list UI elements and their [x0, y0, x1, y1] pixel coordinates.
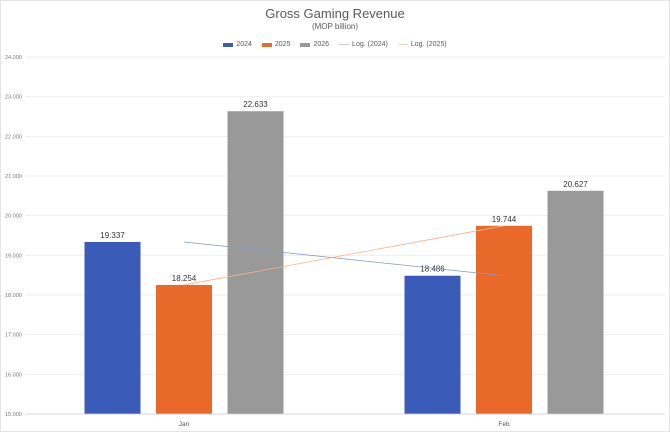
y-tick-label: 22.000 [5, 134, 22, 140]
trendline-2025 [183, 225, 505, 286]
data-label: 18.254 [172, 274, 197, 283]
bar-2024-Jan [84, 241, 141, 414]
bar-2024-Feb [404, 275, 461, 414]
legend-label: Log. (2025) [410, 41, 447, 48]
legend-item-2024: 2024 [223, 41, 252, 48]
legend-swatch [223, 42, 234, 47]
x-tick-label: Jan [179, 421, 190, 428]
bar-2025-Jan [156, 284, 212, 414]
legend-line [397, 44, 408, 45]
legend-item-2026: 2026 [300, 41, 329, 48]
y-tick-label: 23.000 [5, 95, 22, 101]
data-label: 19.337 [100, 231, 125, 240]
data-label: 22.633 [243, 100, 268, 109]
y-tick-label: 15.000 [5, 412, 22, 418]
legend-label: 2024 [236, 41, 252, 48]
legend: 2024 2025 2026 Log. (2024) Log. (2025) [0, 41, 670, 48]
data-label: 18.486 [420, 265, 445, 274]
y-tick-label: 19.000 [5, 253, 22, 259]
y-tick-label: 18.000 [5, 293, 22, 299]
legend-swatch [261, 42, 272, 47]
y-tick-label: 24.000 [5, 55, 22, 61]
legend-label: Log. (2024) [352, 41, 388, 48]
data-label: 20.627 [563, 180, 588, 189]
legend-label: 2025 [274, 41, 291, 48]
chart-title: Gross Gaming Revenue [265, 6, 405, 21]
chart-subtitle: (MOP billion) [311, 22, 359, 31]
y-tick-label: 17.000 [5, 333, 22, 339]
bar-2025-Feb [476, 225, 532, 414]
bar-2026-Feb [547, 190, 604, 414]
legend-item-log-2024: Log. (2024) [339, 41, 388, 48]
y-tick-label: 16.000 [5, 372, 22, 378]
y-tick-label: 20.000 [5, 214, 22, 220]
legend-label: 2026 [313, 41, 330, 48]
y-tick-label: 21.000 [5, 174, 22, 180]
data-label: 19.744 [492, 215, 517, 224]
legend-item-2025: 2025 [261, 41, 291, 48]
legend-item-log-2025: Log. (2025) [397, 41, 447, 48]
x-tick-label: Feb [498, 421, 510, 428]
bar-2026-Jan [227, 111, 284, 414]
trendline-2024 [183, 241, 505, 277]
legend-swatch [300, 42, 311, 47]
legend-line [339, 44, 350, 45]
